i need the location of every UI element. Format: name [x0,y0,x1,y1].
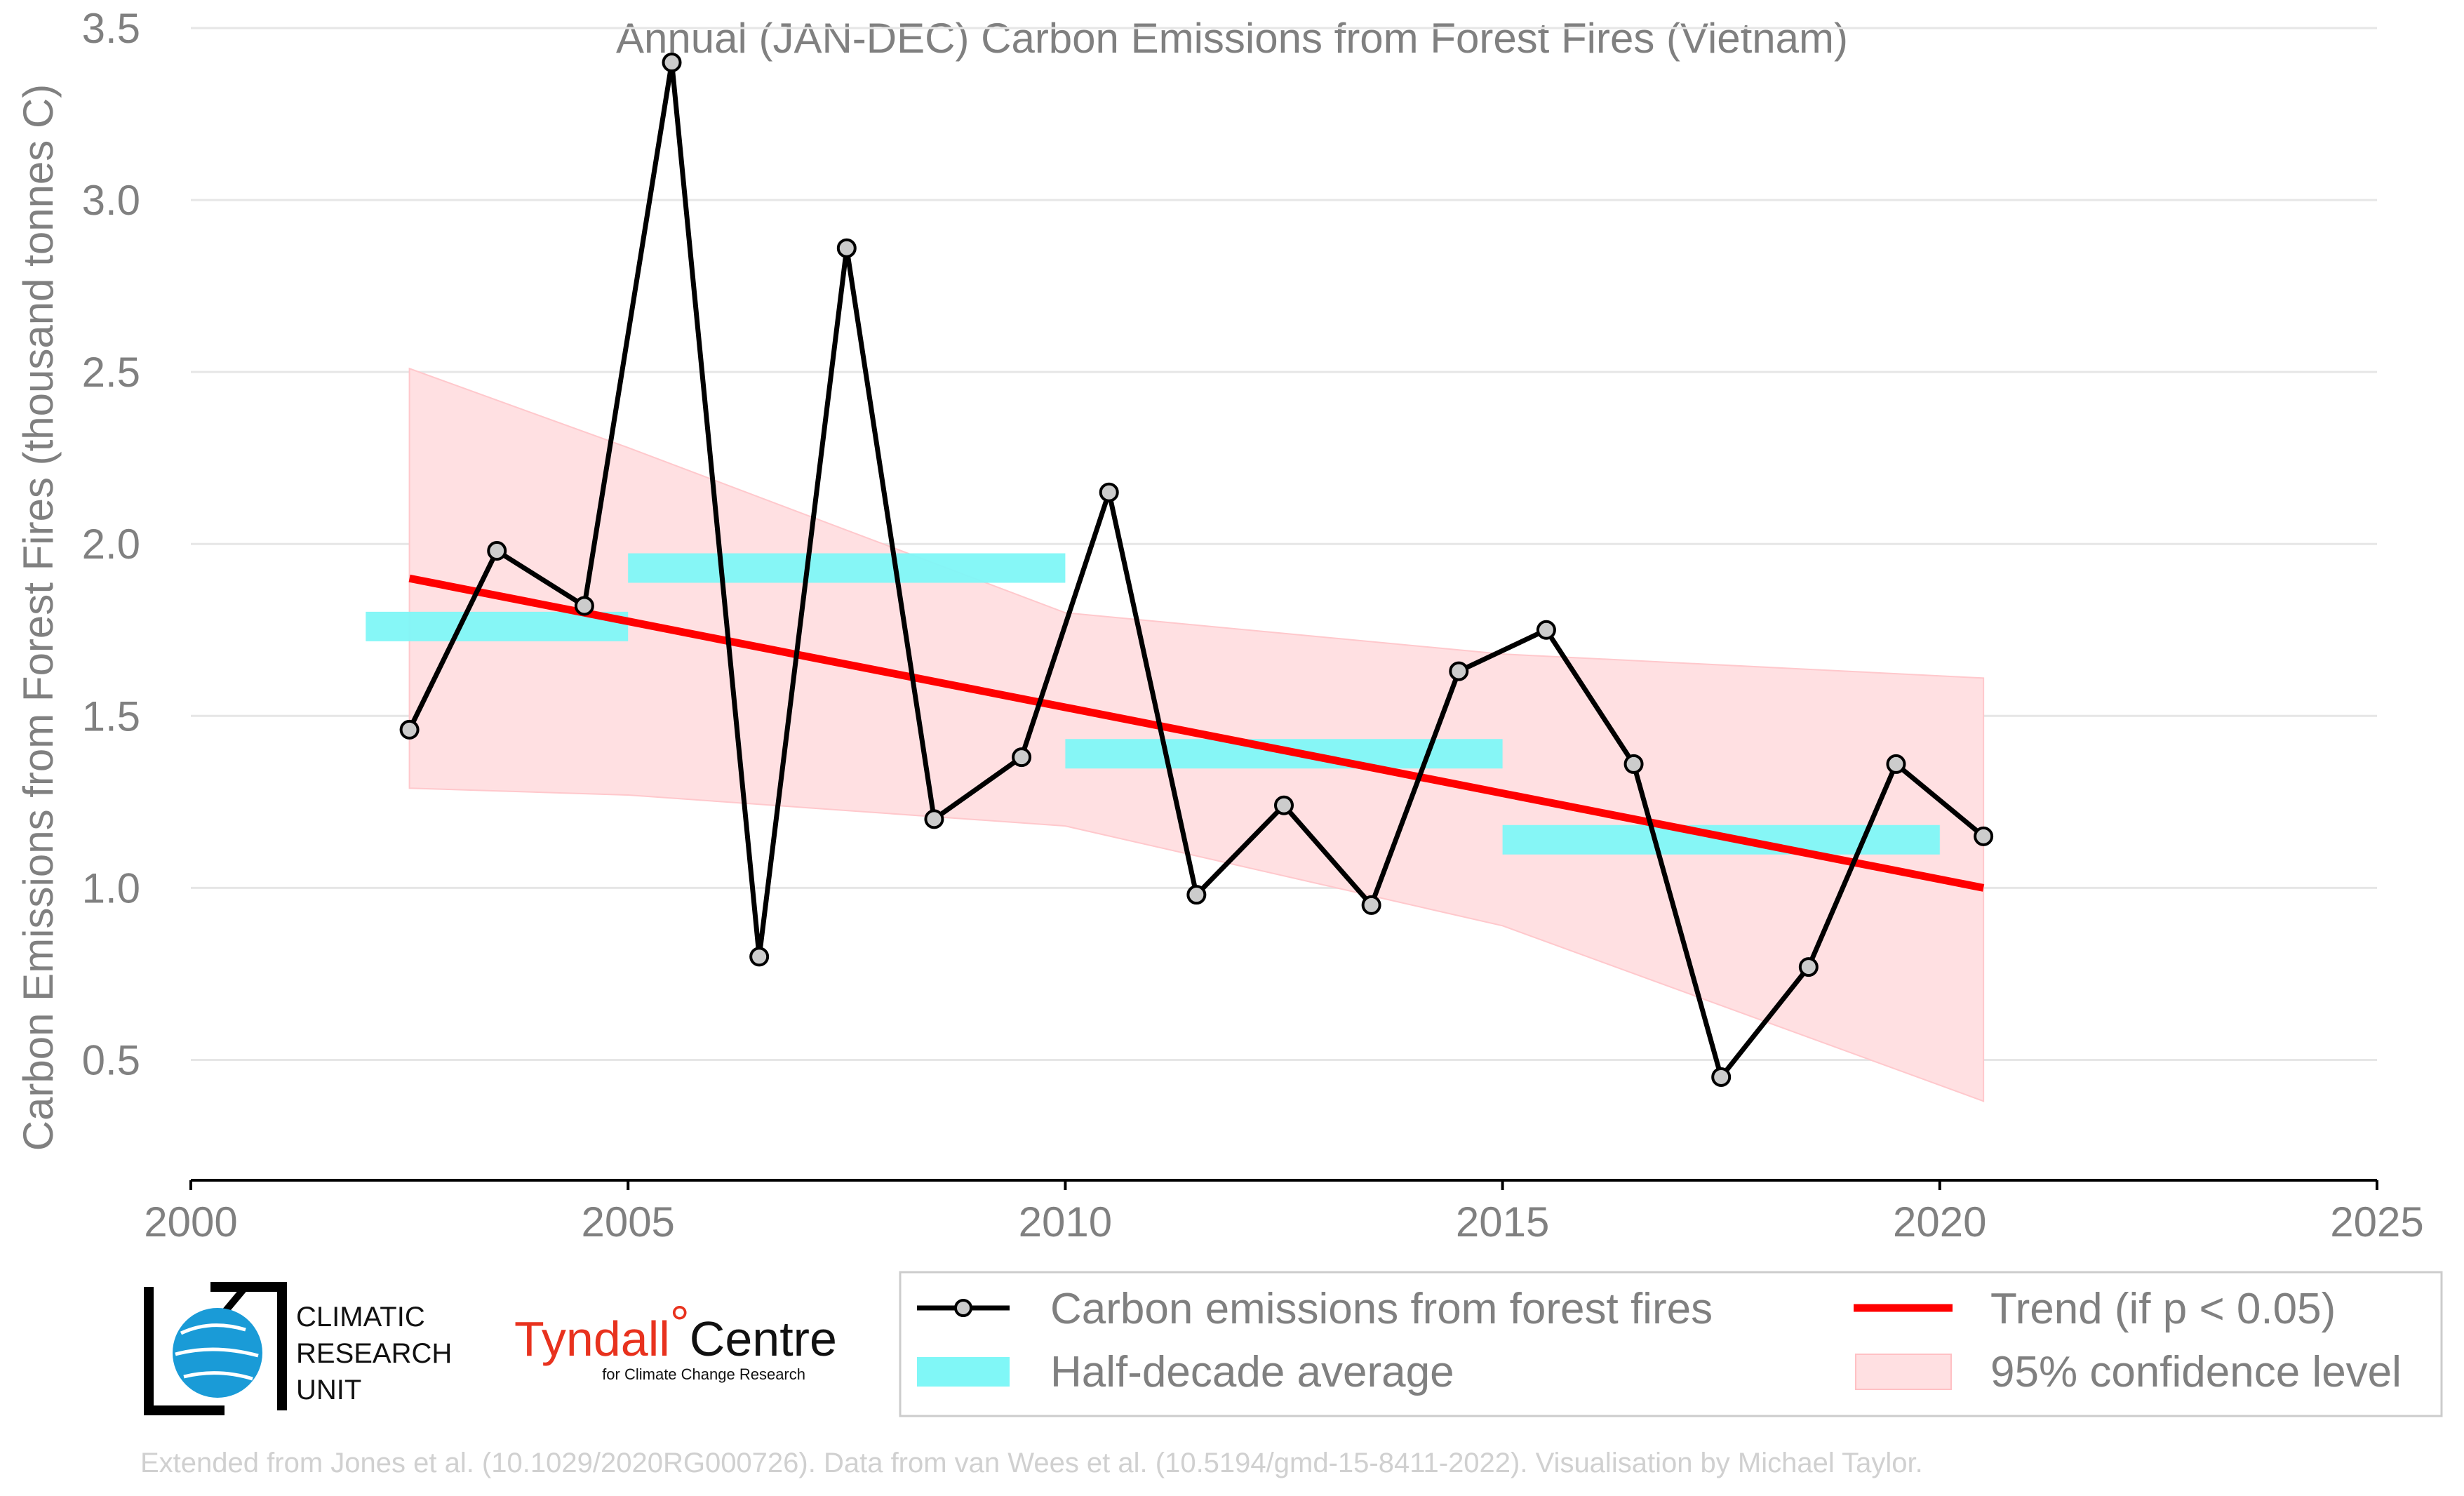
legend-label-average: Half-decade average [1050,1348,1454,1396]
x-tick-label: 2025 [2330,1198,2423,1245]
trend-line [408,574,1985,892]
y-tick-labels: 0.5 1.0 1.5 2.0 2.5 3.0 3.5 [82,5,140,1083]
emissions-point [1361,895,1381,915]
half-decade-bar [628,553,1066,583]
half-decade-bar [366,611,629,641]
tyndall-wordmark: Tyndall°Centre [514,1296,837,1366]
credit-line: Extended from Jones et al. (10.1029/2020… [140,1448,1923,1478]
x-tick-label: 2010 [1019,1198,1112,1245]
x-tick-label: 2005 [581,1198,674,1245]
trend-line-group [408,574,1985,892]
y-tick-label: 2.0 [82,521,140,568]
y-tick-label: 0.5 [82,1036,140,1083]
emissions-point [749,947,770,967]
x-tick-labels: 2000 2005 2010 2015 2020 2025 [144,1198,2423,1245]
cru-text-line-2: RESEARCH [296,1338,452,1369]
emissions-point [1886,754,1906,774]
emissions-point [662,53,682,73]
emissions-point [1186,885,1207,905]
x-tick-label: 2020 [1893,1198,1986,1245]
tyndall-logo: Tyndall°Centre for Climate Change Resear… [514,1296,837,1383]
tyndall-degree: ° [670,1296,690,1351]
tyndall-main-text: Tyndall [514,1311,670,1366]
emissions-point [1536,620,1556,640]
emissions-point [1274,795,1294,815]
emissions-point [1099,482,1119,502]
emissions-point [836,238,857,258]
y-tick-label: 2.5 [82,349,140,396]
y-axis-label: Carbon Emissions from Forest Fires (thou… [15,84,62,1151]
emissions-point [574,596,594,616]
emissions-point [487,541,507,561]
legend-box [899,1271,2443,1417]
emissions-point [399,719,420,740]
legend-label-emissions: Carbon emissions from forest fires [1050,1285,1713,1333]
chart-title: Annual (JAN-DEC) Carbon Emissions from F… [616,15,1848,62]
cru-logo: CLIMATIC RESEARCH UNIT [144,1282,452,1415]
y-tick-label: 3.5 [82,5,140,52]
emissions-point [1974,826,1994,846]
emissions-point [1012,747,1032,768]
legend-series-marker [954,1299,972,1317]
y-tick-label: 1.0 [82,864,140,911]
cru-bracket-slash [222,1283,253,1315]
legend-swatch-average [917,1357,1010,1387]
tyndall-subtitle: for Climate Change Research [602,1365,805,1383]
emissions-point [1711,1067,1732,1087]
x-tick-label: 2000 [144,1198,237,1245]
emissions-point [924,809,944,829]
cru-text-line-3: UNIT [296,1375,361,1405]
y-tick-label: 1.5 [82,693,140,740]
x-axis [189,1179,2378,1190]
cru-text-line-1: CLIMATIC [296,1302,425,1333]
legend-label-confidence: 95% confidence level [1990,1348,2402,1396]
legend-label-trend: Trend (if p < 0.05) [1990,1285,2336,1333]
x-tick-label: 2015 [1456,1198,1549,1245]
emissions-point [1623,754,1644,774]
y-tick-label: 3.0 [82,177,140,224]
emissions-point [1798,957,1819,977]
emissions-point [1449,661,1469,681]
emissions-series [399,53,1994,1087]
tyndall-centre-text: Centre [690,1311,837,1366]
globe-lines [175,1323,259,1381]
legend: Carbon emissions from forest fires Half-… [899,1271,2443,1417]
legend-swatch-confidence [1855,1354,1952,1390]
